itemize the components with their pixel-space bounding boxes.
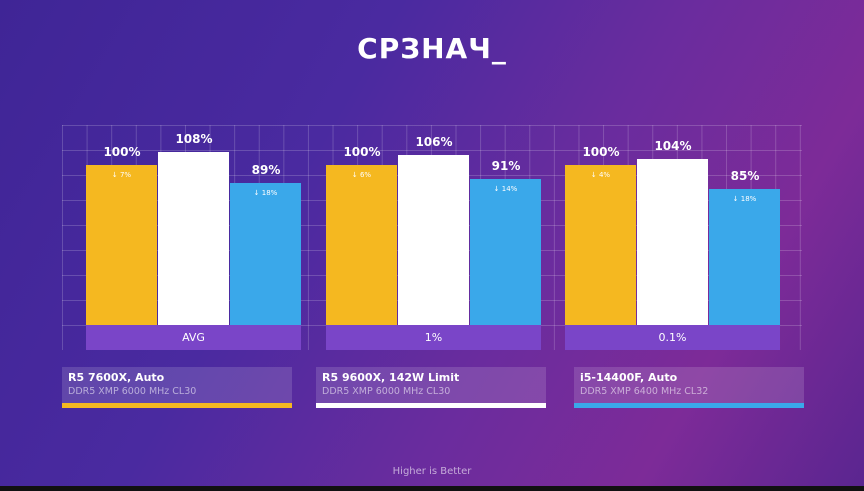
bar [398,155,469,325]
data-label: 108% [175,132,213,147]
legend-swatch [574,403,804,408]
bar: ↓ 14% [470,179,541,325]
bar: ↓ 18% [709,189,780,325]
data-label: 100% [343,145,381,159]
legend-subtitle: DDR5 XMP 6400 MHz CL32 [580,386,709,397]
bar: ↓ 18% [230,182,301,325]
chart-title: СРЗНАЧ_ [357,32,507,65]
drop-label: ↓ 18% [253,188,278,197]
legend-item: R5 9600X, 142W Limit DDR5 XMP 6000 MHz CL… [316,367,546,408]
legend-subtitle: DDR5 XMP 6000 MHz CL30 [322,386,451,397]
drop-label: ↓ 4% [590,171,611,179]
bar [158,152,229,325]
legend-subtitle: DDR5 XMP 6000 MHz CL30 [68,386,197,397]
legend-name: R5 9600X, 142W Limit [322,371,460,384]
drop-label: ↓ 6% [351,171,372,179]
category-label: AVG [86,325,301,350]
legend-item: i5-14400F, Auto DDR5 XMP 6400 MHz CL32 [574,367,804,408]
legend-swatch [62,403,292,408]
data-label: 100% [582,145,620,159]
drop-label: ↓ 14% [493,185,518,194]
data-label: 89% [251,162,281,177]
bar: ↓ 7% [86,165,157,325]
legend-name: i5-14400F, Auto [580,371,678,384]
bar: ↓ 6% [326,165,397,325]
legend-name: R5 7600X, Auto [68,371,165,384]
drop-label: ↓ 7% [111,171,132,179]
data-label: 104% [654,138,692,153]
category-label: 1% [326,325,541,350]
bottom-bar [0,486,864,491]
bar: ↓ 4% [565,165,636,325]
category-label: 0.1% [565,325,780,350]
legend-swatch [316,403,546,408]
drop-label: ↓ 18% [732,195,757,203]
data-label: 85% [730,169,760,183]
footer-note: Higher is Better [392,466,472,477]
data-label: 100% [103,145,141,159]
legend-item: R5 7600X, Auto DDR5 XMP 6000 MHz CL30 [62,367,292,408]
data-label: 106% [415,135,453,150]
data-label: 91% [491,159,521,174]
bar [637,158,708,325]
